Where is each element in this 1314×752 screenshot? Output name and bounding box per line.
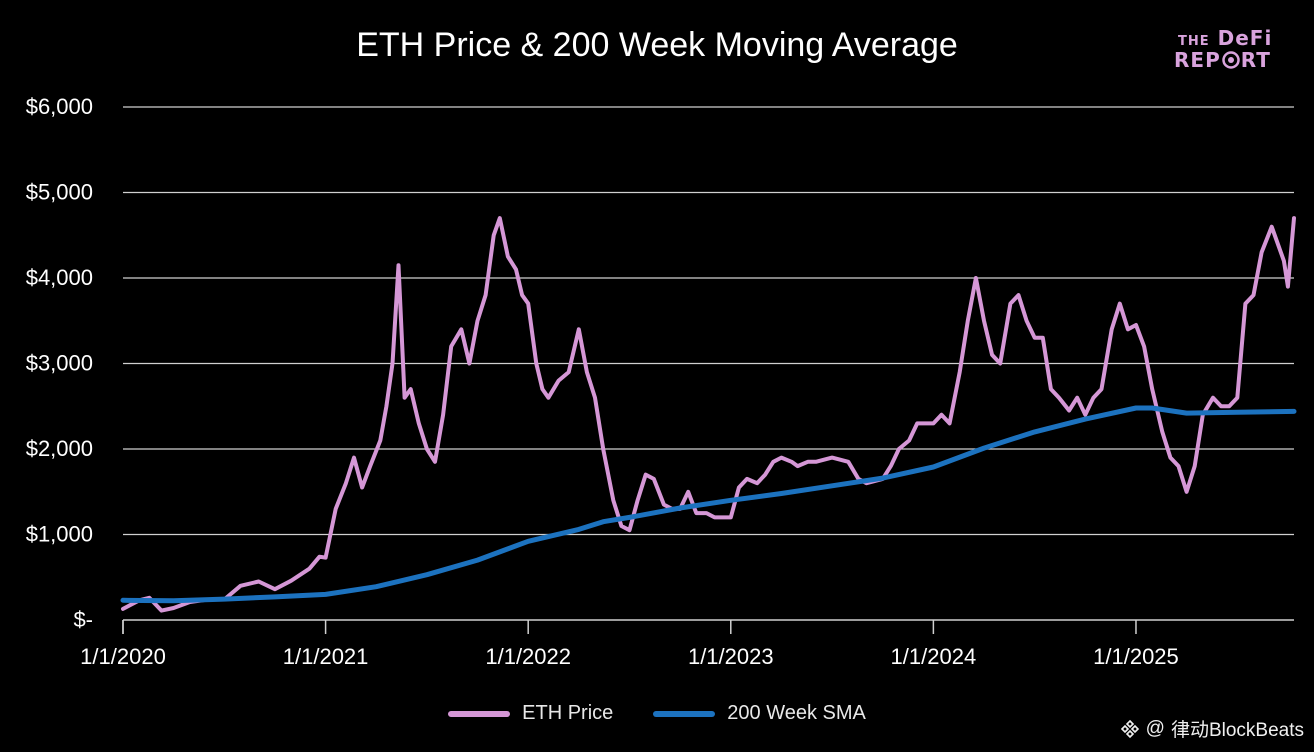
x-tick-label: 1/1/2023 (688, 644, 774, 669)
logo-the: THE (1178, 34, 1210, 49)
chart-title: ETH Price & 200 Week Moving Average (356, 26, 958, 64)
legend-item-eth-price: ETH Price (448, 702, 613, 725)
logo-rt: RT (1240, 48, 1271, 72)
legend-item-sma: 200 Week SMA (653, 702, 866, 725)
y-axis-tick-labels: $- $1,000 $2,000 $3,000 $4,000 $5,000 $6,000 (26, 94, 93, 632)
target-icon (1221, 51, 1240, 69)
logo-rep: REP (1174, 48, 1221, 72)
y-tick-label: $5,000 (26, 180, 93, 205)
binance-diamond-icon (1120, 719, 1139, 738)
x-tick-label: 1/1/2022 (485, 644, 571, 669)
y-tick-label: $6,000 (26, 94, 93, 119)
legend-label-sma: 200 Week SMA (727, 702, 866, 724)
watermark: @ 律动BlockBeats (1120, 715, 1304, 742)
logo-defi: DeFi (1217, 26, 1273, 50)
eth-price-line (121, 216, 1296, 613)
chart-plot: $- $1,000 $2,000 $3,000 $4,000 $5,000 $6,000 1… (26, 94, 1297, 669)
y-tick-label: $2,000 (26, 436, 93, 461)
gridlines (123, 106, 1294, 536)
watermark-name: 律动BlockBeats (1170, 720, 1304, 741)
x-tick-label: 1/1/2024 (891, 644, 977, 669)
legend: ETH Price 200 Week SMA (0, 702, 1314, 725)
x-tick-label: 1/1/2025 (1093, 644, 1179, 669)
legend-swatch-sma (653, 710, 716, 717)
y-tick-label: $3,000 (26, 351, 93, 376)
legend-swatch-eth-price (448, 710, 511, 717)
brand-logo: THE DeFi REP RT (1166, 26, 1286, 76)
x-tick-label: 1/1/2020 (80, 644, 166, 669)
y-tick-label: $- (73, 607, 93, 632)
x-tick-label: 1/1/2021 (283, 644, 369, 669)
y-tick-label: $1,000 (26, 522, 93, 547)
sma-200-week-line (120, 405, 1297, 604)
x-axis: 1/1/2020 1/1/2021 1/1/2022 1/1/2023 1/1/2024… (80, 619, 1294, 669)
legend-label-eth-price: ETH Price (522, 702, 614, 724)
watermark-at: @ (1145, 717, 1165, 739)
series-lines (120, 216, 1297, 613)
y-tick-label: $4,000 (26, 265, 93, 290)
